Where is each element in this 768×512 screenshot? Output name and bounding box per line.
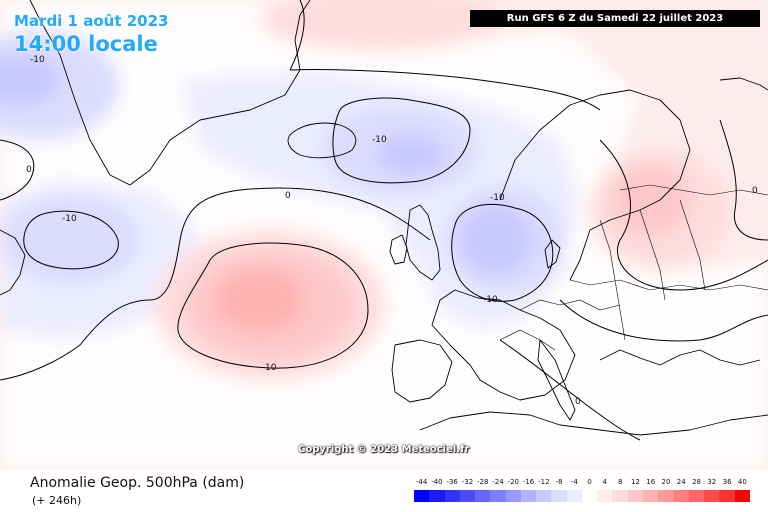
color-scale-label: 28: [692, 478, 701, 486]
contour-label: 0: [752, 186, 758, 196]
color-scale-label: 20: [661, 478, 671, 486]
forecast-date: Mardi 1 août 2023: [14, 12, 169, 30]
color-scale-label: -32: [461, 478, 474, 486]
color-scale-label: 32: [707, 478, 717, 486]
iberia-coast: [391, 339, 453, 403]
borders: [499, 184, 768, 351]
border-line: [499, 329, 556, 351]
scandinavia-coast: [499, 89, 691, 281]
contour-zero-west: [0, 139, 35, 201]
contour-zero-north: [289, 0, 601, 111]
color-scale-swatch: [490, 490, 506, 502]
color-scale-label: 12: [630, 478, 640, 486]
contour-label: 0: [285, 191, 291, 201]
color-scale-swatch: [719, 490, 735, 502]
balkan-coast: [599, 349, 761, 366]
copyright-notice: Copyright © 2023 Meteociel.fr: [298, 444, 470, 455]
border-line: [619, 184, 768, 196]
western-europe-coast: [431, 289, 576, 401]
color-scale-swatch: [475, 490, 491, 502]
contour-label: 0: [26, 165, 32, 175]
contour-label: 0: [575, 397, 581, 407]
contour-label: -10: [62, 214, 77, 224]
color-scale-swatch: [551, 490, 567, 502]
contour-zero-atlantic: [0, 187, 431, 381]
color-scale-label: -16: [522, 478, 535, 486]
color-scale-label: -24: [492, 478, 504, 486]
color-scale-swatch: [673, 490, 689, 502]
color-scale-swatch: [444, 490, 460, 502]
anomaly-shading: [0, 0, 768, 470]
variable-title: Anomalie Geop. 500hPa (dam): [30, 475, 245, 491]
contour-label: -10: [483, 295, 498, 305]
color-scale-labels: -44 -40 -36 -32 -28 -24 -20 -16 -12 -8 -4 0 4 8 12 16 20…: [414, 478, 750, 488]
color-scale-swatch: [505, 490, 521, 502]
color-scale-bar: [414, 490, 750, 502]
color-scale-swatch: [566, 490, 582, 502]
color-scale-label: -40: [431, 478, 443, 486]
color-scale-label: 24: [676, 478, 686, 486]
color-scale-label: 36: [722, 478, 732, 486]
contour-label: -10: [372, 135, 387, 145]
northeast-coast: [719, 77, 768, 91]
lead-time: (+ 246h): [32, 494, 82, 507]
border-line: [569, 279, 768, 291]
color-scale-swatch: [581, 490, 598, 502]
color-scale-label: -36: [446, 478, 458, 486]
color-scale-swatch: [520, 490, 537, 502]
color-scale-label: -28: [477, 478, 489, 486]
denmark-coast: [544, 239, 561, 269]
color-scale-label: -44: [415, 478, 428, 486]
color-scale-label: 4: [602, 478, 608, 486]
anomaly-map: -10 -10 -10 -10 -10 10 0 0 0 0: [0, 0, 768, 470]
color-scale-swatch: [658, 490, 674, 502]
contour-label: -10: [490, 193, 505, 203]
color-scale-swatch: [627, 490, 643, 502]
contour-label: -10: [30, 55, 45, 65]
color-scale-label: -12: [538, 478, 550, 486]
uk-coast: [405, 204, 441, 281]
contour-zero-east-south: [559, 299, 768, 342]
color-scale-label: 0: [587, 478, 592, 486]
contour-minus10-iceland: [332, 97, 471, 184]
border-line: [679, 199, 706, 291]
contour-minus10-west: [23, 210, 119, 270]
color-scale-label: 40: [737, 478, 747, 486]
color-scale-label: -4: [570, 478, 578, 486]
color-scale-swatch: [429, 490, 445, 502]
contour-plus10-azores: [177, 242, 369, 369]
color-scale-swatch: [459, 490, 476, 502]
color-scale-swatch: [612, 490, 628, 502]
coastlines: [0, 0, 768, 436]
contour-zero-med: [499, 339, 641, 441]
color-scale-swatch: [734, 490, 750, 502]
ireland-coast: [389, 234, 408, 265]
contour-minus10-north-sea: [451, 203, 554, 302]
color-scale-swatch: [597, 490, 613, 502]
north-africa-coast: [419, 411, 768, 436]
color-scale-swatch: [642, 490, 659, 502]
border-line: [639, 209, 666, 301]
iceland-coast: [287, 122, 357, 159]
color-scale-swatch: [414, 490, 430, 502]
italy-coast: [537, 339, 576, 421]
border-line: [599, 219, 626, 341]
contour-label: 10: [265, 363, 277, 373]
border-line: [519, 299, 621, 311]
color-scale-swatch: [536, 490, 552, 502]
color-scale-label: -20: [507, 478, 519, 486]
model-run-label: Run GFS 6 Z du Samedi 22 juillet 2023: [470, 10, 760, 27]
color-scale-swatch: [704, 490, 720, 502]
color-scale-label: -8: [555, 478, 563, 486]
contour-zero-east-edge: [719, 119, 768, 241]
color-scale-label: 8: [617, 478, 623, 486]
greenland-coast: [29, 0, 311, 186]
contour-labels: -10 -10 -10 -10 -10 10 0 0 0 0: [26, 55, 758, 407]
contour-lines: [0, 0, 768, 441]
forecast-time: 14:00 locale: [14, 32, 158, 56]
color-scale-label: 16: [646, 478, 656, 486]
color-scale-swatch: [688, 490, 705, 502]
footer: Anomalie Geop. 500hPa (dam) (+ 246h) -44…: [0, 470, 768, 512]
canada-coast: [0, 229, 26, 296]
